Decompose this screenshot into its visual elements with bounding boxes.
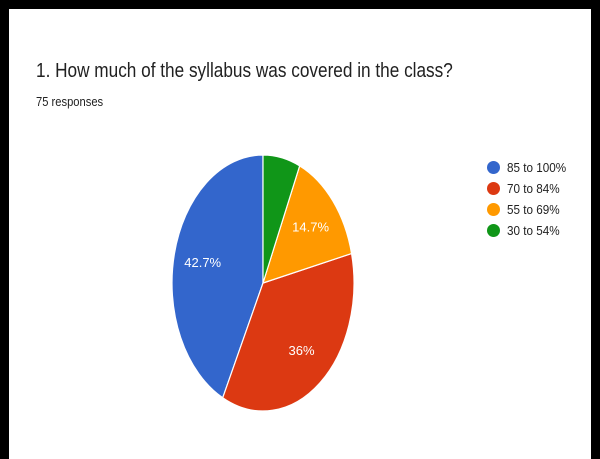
- chart-legend: 85 to 100% 70 to 84% 55 to 69% 30 to 54%: [487, 157, 573, 241]
- legend-swatch: [487, 223, 500, 237]
- pie-slice[interactable]: [221, 252, 355, 412]
- legend-swatch: [487, 181, 500, 195]
- slice-label: 14.7%: [292, 219, 329, 234]
- pie-slice[interactable]: [262, 164, 353, 284]
- pie-chart: 42.7% 36% 14.7%: [171, 154, 355, 412]
- legend-label: 55 to 69%: [507, 201, 560, 217]
- slice-label: 42.7%: [184, 255, 221, 270]
- legend-item[interactable]: 30 to 54%: [487, 220, 573, 240]
- legend-label: 70 to 84%: [507, 180, 560, 196]
- form-response-card: 1. How much of the syllabus was covered …: [9, 9, 591, 459]
- response-count: 75 responses: [36, 94, 104, 109]
- legend-label: 30 to 54%: [507, 222, 560, 238]
- legend-swatch: [487, 160, 500, 174]
- pie-slice[interactable]: [262, 154, 301, 284]
- slice-label: 36%: [288, 343, 314, 358]
- legend-item[interactable]: 85 to 100%: [487, 157, 573, 177]
- legend-item[interactable]: 55 to 69%: [487, 199, 573, 219]
- legend-swatch: [487, 202, 500, 216]
- question-title: 1. How much of the syllabus was covered …: [36, 60, 453, 82]
- pie-slice[interactable]: [171, 154, 264, 399]
- legend-item[interactable]: 70 to 84%: [487, 178, 573, 198]
- legend-label: 85 to 100%: [507, 159, 567, 175]
